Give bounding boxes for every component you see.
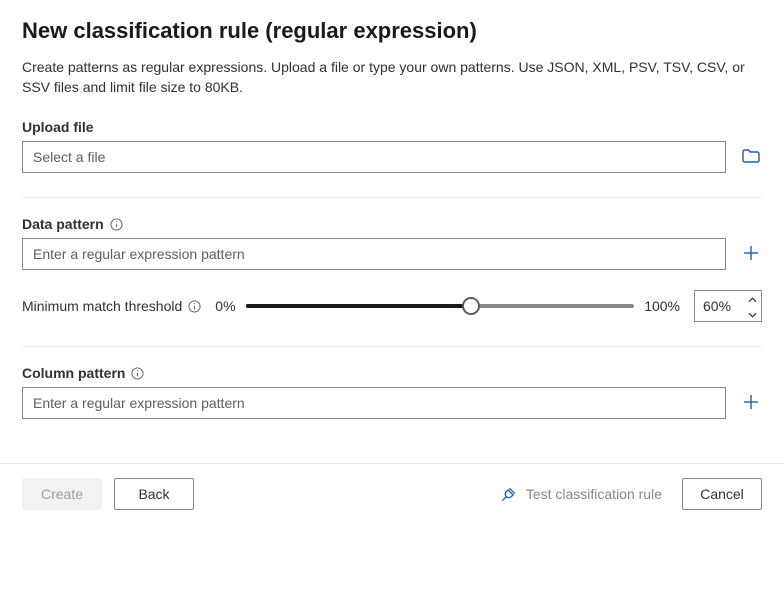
- data-pattern-label: Data pattern: [22, 216, 762, 232]
- threshold-slider[interactable]: [246, 296, 635, 316]
- slider-thumb[interactable]: [462, 297, 480, 315]
- threshold-stepper[interactable]: 60%: [694, 290, 762, 322]
- stepper-up-button[interactable]: [743, 291, 761, 306]
- plus-icon: [741, 392, 761, 415]
- info-icon[interactable]: [188, 300, 201, 313]
- chevron-down-icon: [748, 306, 757, 321]
- test-rule-label: Test classification rule: [526, 486, 662, 502]
- browse-button[interactable]: [740, 146, 762, 168]
- info-icon[interactable]: [131, 367, 144, 380]
- upload-file-placeholder: Select a file: [33, 149, 105, 165]
- create-button[interactable]: Create: [22, 478, 102, 510]
- column-pattern-row: Enter a regular expression pattern: [22, 387, 762, 419]
- footer: Create Back Test classification rule Can…: [0, 464, 784, 526]
- info-icon[interactable]: [110, 218, 123, 231]
- column-pattern-label: Column pattern: [22, 365, 762, 381]
- separator: [22, 346, 762, 347]
- threshold-max: 100%: [644, 298, 680, 314]
- separator: [22, 197, 762, 198]
- folder-icon: [741, 146, 761, 169]
- column-pattern-input[interactable]: Enter a regular expression pattern: [22, 387, 726, 419]
- data-pattern-placeholder: Enter a regular expression pattern: [33, 246, 245, 262]
- upload-label: Upload file: [22, 119, 762, 135]
- data-pattern-label-text: Data pattern: [22, 216, 104, 232]
- upload-row: Select a file: [22, 141, 762, 173]
- threshold-label-text: Minimum match threshold: [22, 298, 182, 314]
- back-button[interactable]: Back: [114, 478, 194, 510]
- cancel-button[interactable]: Cancel: [682, 478, 762, 510]
- threshold-value: 60%: [695, 291, 743, 321]
- upload-file-input[interactable]: Select a file: [22, 141, 726, 173]
- plug-icon: [500, 485, 518, 503]
- upload-label-text: Upload file: [22, 119, 94, 135]
- column-pattern-placeholder: Enter a regular expression pattern: [33, 395, 245, 411]
- threshold-label: Minimum match threshold: [22, 298, 201, 314]
- test-rule-button[interactable]: Test classification rule: [492, 485, 670, 503]
- page-description: Create patterns as regular expressions. …: [22, 58, 762, 97]
- chevron-up-icon: [748, 291, 757, 306]
- plus-icon: [741, 243, 761, 266]
- stepper-arrows: [743, 291, 761, 321]
- page-title: New classification rule (regular express…: [22, 18, 762, 44]
- threshold-row: Minimum match threshold 0% 100% 60%: [22, 290, 762, 322]
- data-pattern-row: Enter a regular expression pattern: [22, 238, 762, 270]
- slider-fill: [246, 304, 471, 308]
- stepper-down-button[interactable]: [743, 306, 761, 321]
- add-column-pattern-button[interactable]: [740, 392, 762, 414]
- panel: New classification rule (regular express…: [0, 0, 784, 526]
- column-pattern-label-text: Column pattern: [22, 365, 125, 381]
- add-data-pattern-button[interactable]: [740, 243, 762, 265]
- threshold-min: 0%: [215, 298, 235, 314]
- threshold-slider-wrap: 0% 100%: [215, 296, 680, 316]
- data-pattern-input[interactable]: Enter a regular expression pattern: [22, 238, 726, 270]
